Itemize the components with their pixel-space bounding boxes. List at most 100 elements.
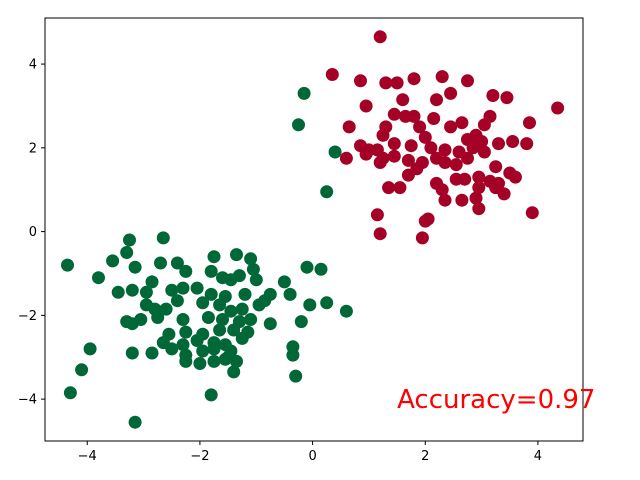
data-point — [430, 93, 443, 107]
data-point — [444, 86, 458, 100]
data-point — [359, 99, 373, 113]
data-point — [238, 287, 252, 301]
data-point — [435, 70, 449, 84]
data-point — [230, 248, 243, 262]
y-tick-label: −4 — [18, 393, 37, 408]
data-point — [83, 342, 97, 356]
data-point — [207, 354, 221, 368]
data-point — [277, 275, 291, 289]
data-point — [472, 170, 486, 184]
data-point — [204, 264, 218, 278]
data-point — [373, 156, 387, 169]
data-point — [320, 296, 334, 310]
data-point — [373, 30, 387, 44]
data-point — [427, 112, 441, 125]
data-point — [407, 109, 421, 123]
data-point — [520, 137, 534, 151]
y-tick-label: 0 — [29, 225, 37, 240]
data-point — [455, 116, 469, 130]
data-point — [418, 214, 432, 228]
data-point — [483, 109, 497, 123]
data-point — [297, 86, 311, 100]
data-point — [218, 352, 232, 366]
data-point — [339, 151, 353, 165]
data-point — [379, 76, 393, 90]
data-point — [128, 415, 142, 429]
data-point — [466, 141, 480, 155]
data-point — [294, 315, 308, 329]
data-point — [227, 323, 241, 337]
data-point — [413, 120, 427, 134]
data-point — [497, 187, 511, 201]
accuracy-annotation: Accuracy=0.97 — [397, 385, 595, 415]
data-point — [477, 145, 491, 159]
data-point — [401, 153, 415, 167]
data-point — [424, 141, 438, 155]
data-point — [190, 281, 204, 295]
data-point — [283, 287, 297, 301]
data-point — [120, 246, 134, 259]
data-point — [354, 74, 367, 88]
data-point — [213, 323, 227, 337]
y-tick-label: −2 — [18, 309, 37, 324]
data-point — [438, 143, 452, 157]
data-point — [227, 365, 241, 379]
data-point — [486, 89, 500, 102]
data-point — [525, 206, 539, 220]
data-point — [139, 285, 153, 299]
data-point — [156, 231, 170, 245]
data-point — [342, 120, 356, 134]
data-point — [179, 264, 193, 278]
data-point — [176, 313, 190, 326]
data-point — [370, 208, 384, 222]
data-point — [216, 313, 229, 326]
data-point — [418, 130, 432, 144]
data-point — [492, 137, 505, 151]
data-point — [125, 346, 139, 360]
data-point — [314, 262, 328, 276]
data-point — [404, 139, 418, 153]
data-point — [401, 168, 415, 182]
data-point — [63, 386, 77, 400]
plot-area — [45, 18, 583, 441]
points-layer — [61, 30, 565, 429]
data-point — [249, 273, 263, 287]
data-point — [145, 275, 159, 289]
data-point — [444, 120, 458, 134]
data-point — [224, 304, 238, 318]
data-point — [359, 147, 373, 161]
data-point — [123, 233, 136, 247]
data-point — [286, 348, 300, 362]
data-point — [170, 294, 184, 308]
data-point — [165, 342, 179, 356]
data-point — [325, 68, 339, 81]
data-point — [204, 388, 218, 402]
data-point — [179, 325, 193, 339]
data-point — [258, 294, 272, 308]
x-tick-label: 4 — [534, 449, 542, 464]
data-point — [393, 181, 407, 195]
data-point — [190, 334, 204, 347]
axes: −4 −2 0 2 4 −4 −2 0 2 4 — [18, 58, 542, 464]
data-point — [232, 269, 246, 283]
data-point — [469, 191, 483, 205]
data-point — [328, 145, 342, 159]
data-point — [170, 256, 184, 270]
data-point — [125, 283, 139, 297]
data-point — [154, 256, 167, 270]
y-tick-label: 2 — [29, 141, 37, 156]
data-point — [376, 128, 390, 142]
data-point — [61, 258, 74, 272]
data-point — [387, 107, 401, 121]
data-point — [458, 172, 472, 186]
data-point — [159, 302, 173, 316]
data-point — [387, 137, 401, 151]
x-tick-label: −2 — [190, 449, 209, 464]
data-point — [523, 116, 536, 130]
x-tick-label: −4 — [78, 449, 97, 464]
data-point — [489, 160, 503, 174]
data-point — [289, 369, 303, 383]
data-point — [303, 298, 317, 312]
data-point — [407, 72, 421, 86]
data-point — [176, 338, 190, 352]
